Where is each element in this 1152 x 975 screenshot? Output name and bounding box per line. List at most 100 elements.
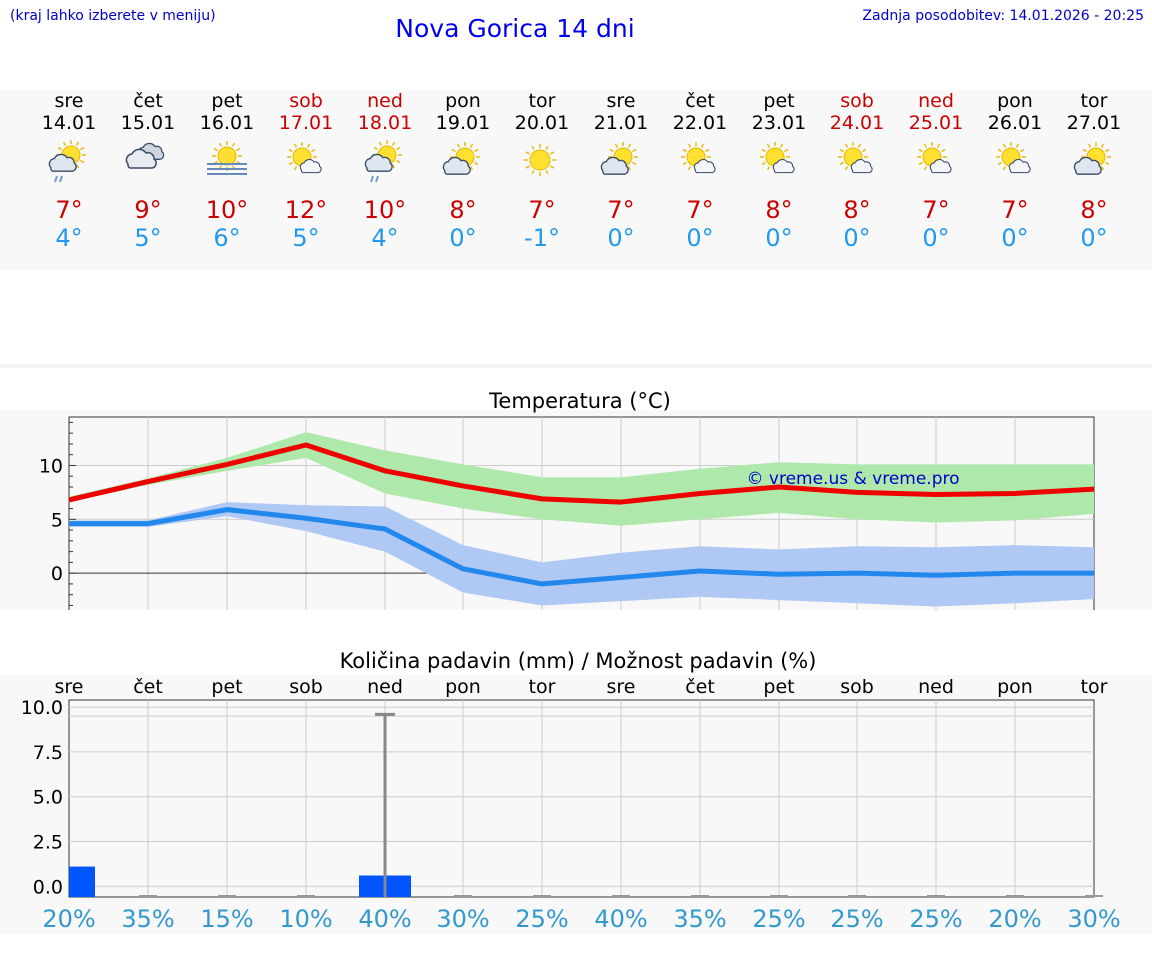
temp-max: 8° (765, 196, 793, 224)
day-column: tor 20.01 7° -1° (502, 90, 582, 252)
day-date: 24.01 (829, 112, 885, 134)
section-divider (0, 364, 1152, 368)
temp-min: 5° (292, 224, 320, 252)
x-tick-label: čet (685, 676, 715, 698)
day-name: čet (133, 90, 163, 112)
day-column: pon 26.01 7° 0° (975, 90, 1055, 252)
page-title: Nova Gorica 14 dni (395, 14, 635, 43)
day-date: 15.01 (120, 112, 176, 134)
min-temp-line (69, 507, 1094, 587)
day-column: ned 18.01 10° 4° (345, 90, 425, 252)
temp-min: 0° (449, 224, 477, 252)
temp-min: 6° (213, 224, 241, 252)
y-tick-label: 0 (51, 563, 63, 585)
precipitation-chart: Količina padavin (mm) / Možnost padavin … (0, 649, 1152, 934)
temp-max: 10° (205, 196, 249, 224)
location-menu-hint: (kraj lahko izberete v meniju) (10, 8, 216, 24)
max-temp-line (68, 442, 1095, 505)
temp-max: 9° (134, 196, 162, 224)
temp-min: 0° (1080, 224, 1108, 252)
day-name: pet (763, 90, 795, 112)
temp-max: 7° (55, 196, 83, 224)
day-date: 18.01 (357, 112, 413, 134)
day-column: pet 23.01 8° 0° (739, 90, 819, 252)
x-tick-label: pet (763, 676, 794, 698)
temp-max: 12° (284, 196, 328, 224)
y-tick-label: 5 (51, 509, 63, 531)
day-date: 23.01 (751, 112, 807, 134)
temp-min: 0° (765, 224, 793, 252)
temp-min: 0° (607, 224, 635, 252)
temperature-chart: Temperatura (°C) 0 5 10 © vreme.us & vreme.… (0, 389, 1152, 610)
day-column: sre 14.01 7° 4° (29, 90, 109, 252)
weather-icon (187, 140, 267, 184)
day-date: 21.01 (593, 112, 649, 134)
precipitation-plot-area (68, 699, 1095, 898)
last-update-timestamp: Zadnja posodobitev: 14.01.2026 - 20:25 (862, 8, 1144, 24)
weather-icon (423, 140, 503, 184)
temp-max: 8° (843, 196, 871, 224)
daily-forecast-strip: sre 14.01 7° 4° čet 15.01 9° 5° pet 16.01 10° 6° sob… (0, 90, 1152, 270)
x-tick-label: sre (55, 676, 84, 698)
day-name: ned (367, 90, 403, 112)
x-tick-label: sob (289, 676, 323, 698)
day-column: sre 21.01 7° 0° (581, 90, 661, 252)
precipitation-probability: 25% (752, 905, 805, 933)
precipitation-probability: 35% (673, 905, 726, 933)
temp-min: 5° (134, 224, 162, 252)
day-name: tor (528, 90, 556, 112)
x-tick-label: pon (997, 676, 1033, 698)
y-tick-label: 0.0 (33, 876, 63, 898)
weather-icon (896, 140, 976, 184)
x-tick-label: sob (840, 676, 874, 698)
day-name: ned (918, 90, 954, 112)
day-column: pon 19.01 8° 0° (423, 90, 503, 252)
weather-icon (975, 140, 1055, 184)
day-name: čet (685, 90, 715, 112)
y-tick-label: 10.0 (21, 697, 63, 719)
weather-icon (817, 140, 897, 184)
weather-icon (345, 140, 425, 184)
temp-max: 7° (528, 196, 556, 224)
day-name: sre (606, 90, 636, 112)
day-column: sob 24.01 8° 0° (817, 90, 897, 252)
weather-icon (502, 140, 582, 184)
x-tick-label: pet (211, 676, 242, 698)
precipitation-probability: 30% (1067, 905, 1120, 933)
precipitation-chart-title: Količina padavin (mm) / Možnost padavin … (340, 649, 817, 673)
day-name: sob (289, 90, 323, 112)
day-column: ned 25.01 7° 0° (896, 90, 976, 252)
day-column: pet 16.01 10° 6° (187, 90, 267, 252)
day-column: čet 15.01 9° 5° (108, 90, 188, 252)
x-tick-label: pon (445, 676, 481, 698)
precipitation-probability: 15% (200, 905, 253, 933)
max-temp-range-band (69, 432, 1094, 526)
precipitation-probability: 10% (279, 905, 332, 933)
day-name: tor (1080, 90, 1108, 112)
temp-max: 7° (1001, 196, 1029, 224)
precipitation-probability: 20% (42, 905, 95, 933)
temp-max: 8° (1080, 196, 1108, 224)
day-date: 25.01 (908, 112, 964, 134)
x-tick-label: tor (1081, 676, 1108, 698)
day-date: 14.01 (41, 112, 97, 134)
x-tick-label: tor (529, 676, 556, 698)
precipitation-probability: 20% (988, 905, 1041, 933)
day-name: sob (840, 90, 874, 112)
precipitation-probability: 25% (830, 905, 883, 933)
y-tick-label: 10 (39, 455, 63, 477)
day-column: sob 17.01 12° 5° (266, 90, 346, 252)
x-tick-label: čet (133, 676, 163, 698)
day-column: čet 22.01 7° 0° (660, 90, 740, 252)
precipitation-bar (69, 866, 95, 897)
weather-icon (266, 140, 346, 184)
day-date: 27.01 (1066, 112, 1122, 134)
day-column: tor 27.01 8° 0° (1054, 90, 1134, 252)
day-name: pon (445, 90, 481, 112)
weather-icon (581, 140, 661, 184)
day-name: sre (54, 90, 84, 112)
day-date: 22.01 (672, 112, 728, 134)
precipitation-probability: 25% (909, 905, 962, 933)
weather-icon (739, 140, 819, 184)
day-date: 20.01 (514, 112, 570, 134)
